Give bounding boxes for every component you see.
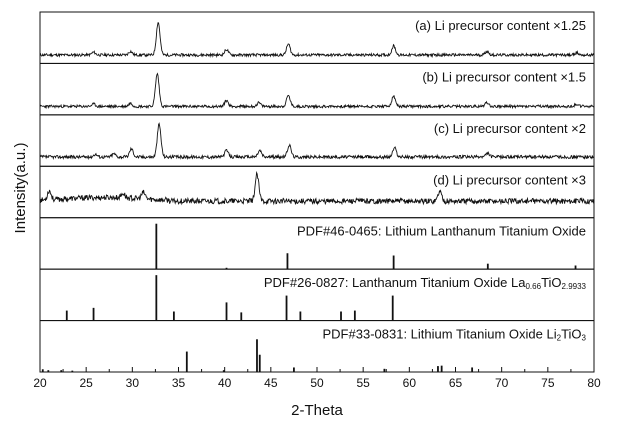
panel-5: PDF#46-0465: Lithium Lanthanum Titanium … [39, 217, 595, 270]
subscript: 2 [557, 334, 562, 343]
panel-label: PDF#46-0465: Lithium Lanthanum Titanium … [297, 224, 586, 239]
panel-label: PDF#26-0827: Lanthanum Titanium Oxide La… [264, 275, 587, 291]
panel-label: PDF#33-0831: Lithium Titanium Oxide Li2T… [323, 327, 587, 343]
x-axis-label: 2-Theta [291, 402, 343, 419]
x-tick-label: 80 [587, 376, 601, 390]
x-tick-label: 70 [495, 376, 509, 390]
panels: (a) Li precursor content ×1.25 (b) Li pre… [39, 11, 595, 373]
x-tick-label: 65 [449, 376, 463, 390]
subscript: 0.66 [525, 282, 541, 291]
xrd-pattern-line [39, 122, 595, 161]
panel-label: (b) Li precursor content ×1.5 [422, 69, 586, 84]
x-tick-label: 55 [356, 376, 370, 390]
panel-4: (d) Li precursor content ×3 [39, 165, 595, 219]
xrd-pattern-line [39, 72, 595, 110]
label-text: TiO [541, 275, 561, 290]
panel-label: (c) Li precursor content ×2 [434, 121, 586, 136]
x-axis: 20 25 30 35 40 45 50 55 60 65 70 75 80 [33, 367, 601, 390]
panel-label: (d) Li precursor content ×3 [433, 172, 586, 187]
subscript: 3 [582, 334, 587, 343]
x-tick-label: 40 [218, 376, 232, 390]
label-text: TiO [561, 327, 581, 342]
panel-7: PDF#33-0831: Lithium Titanium Oxide Li2T… [39, 320, 595, 373]
label-text: PDF#33-0831: Lithium Titanium Oxide Li [323, 327, 557, 342]
panel-3: (c) Li precursor content ×2 [39, 114, 595, 167]
x-tick-label: 20 [33, 376, 47, 390]
x-tick-label: 60 [403, 376, 417, 390]
panel-label: (a) Li precursor content ×1.25 [415, 18, 586, 33]
subscript: 2.9933 [562, 282, 587, 291]
x-tick-label: 45 [264, 376, 278, 390]
x-tick-label: 35 [172, 376, 186, 390]
panel-1: (a) Li precursor content ×1.25 [39, 11, 595, 64]
x-tick-label: 25 [79, 376, 93, 390]
x-tick-label: 30 [126, 376, 140, 390]
panel-6: PDF#26-0827: Lanthanum Titanium Oxide La… [39, 268, 595, 322]
x-tick-label: 50 [310, 376, 324, 390]
panel-2: (b) Li precursor content ×1.5 [39, 62, 595, 116]
y-axis-label: Intensity(a.u.) [12, 143, 29, 234]
xrd-pattern-line [39, 170, 595, 206]
x-tick-label: 75 [541, 376, 555, 390]
label-text: PDF#26-0827: Lanthanum Titanium Oxide La [264, 275, 526, 290]
xrd-pattern-line [39, 22, 595, 59]
